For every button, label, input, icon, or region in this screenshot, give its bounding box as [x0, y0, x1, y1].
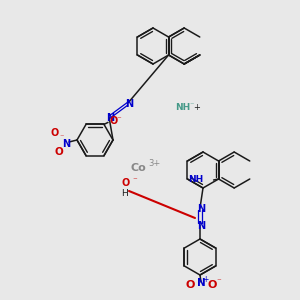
Text: O: O [122, 178, 130, 188]
Text: ⁻: ⁻ [132, 176, 137, 185]
Text: O: O [55, 147, 63, 157]
Text: ⁻: ⁻ [60, 133, 64, 142]
Text: N: N [106, 113, 114, 123]
Text: +: + [193, 103, 200, 112]
Text: N: N [197, 204, 205, 214]
Text: O: O [207, 280, 217, 290]
Text: ⁻: ⁻ [116, 115, 121, 124]
Text: O: O [185, 280, 195, 290]
Text: N: N [125, 99, 133, 109]
Text: NH: NH [175, 103, 190, 112]
Text: N: N [197, 221, 205, 231]
Text: Co: Co [130, 163, 146, 173]
Text: H: H [122, 188, 128, 197]
Text: NH: NH [188, 176, 204, 184]
Text: 3+: 3+ [148, 160, 160, 169]
Text: N: N [62, 139, 70, 149]
Text: O: O [109, 116, 117, 126]
Text: O: O [51, 128, 59, 138]
Text: ⁻: ⁻ [217, 278, 221, 286]
Text: +: + [202, 274, 208, 284]
Text: N: N [196, 278, 206, 288]
Text: ⁻: ⁻ [189, 100, 194, 109]
